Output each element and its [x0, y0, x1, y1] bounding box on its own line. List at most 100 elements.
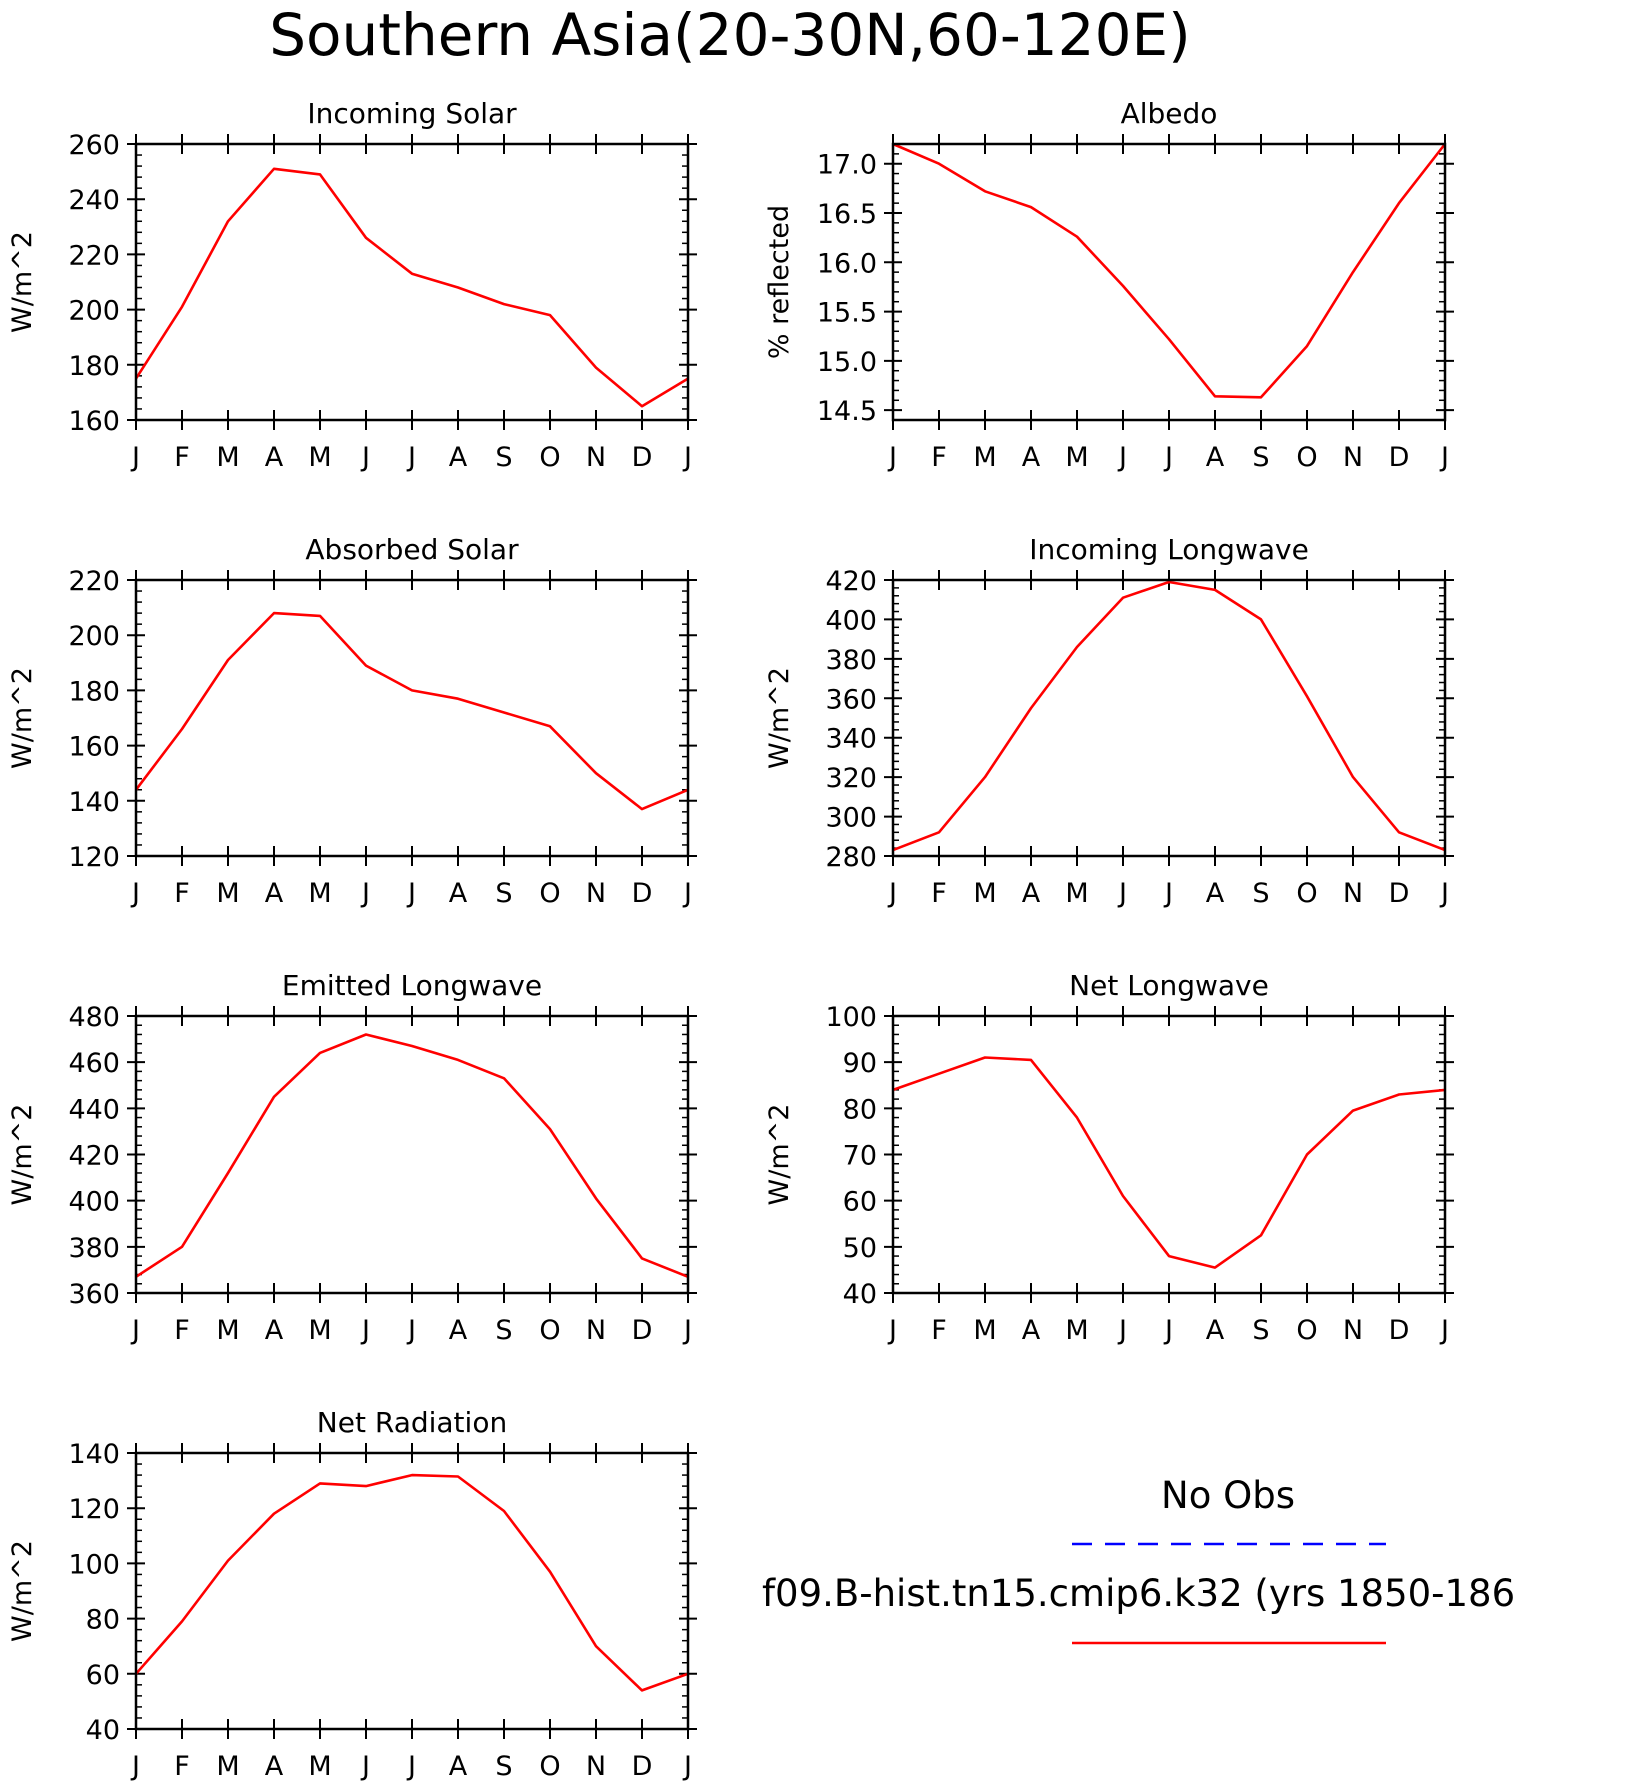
y-tick-label: 16.5	[817, 199, 877, 230]
x-tick-label: O	[539, 1751, 560, 1782]
y-tick-label: 50	[843, 1233, 877, 1264]
x-tick-label: J	[406, 878, 416, 909]
y-tick-label: 440	[68, 1094, 120, 1125]
x-tick-label: J	[130, 878, 140, 909]
y-tick-label: 380	[68, 1233, 120, 1264]
y-tick-label: 420	[68, 1141, 120, 1172]
x-tick-label: N	[1343, 442, 1363, 473]
x-tick-label: S	[495, 1751, 512, 1782]
y-tick-label: 340	[825, 724, 877, 755]
x-tick-label: N	[586, 1315, 606, 1346]
legend: No Obs f09.B-hist.tn15.cmip6.k32 (yrs 18…	[762, 1474, 1515, 1645]
x-tick-label: M	[216, 442, 239, 473]
y-tick-label: 180	[68, 676, 120, 707]
series-line	[134, 611, 689, 811]
y-axis-label: W/m^2	[7, 1540, 38, 1642]
x-tick-label: O	[539, 878, 560, 909]
x-tick-label: N	[586, 1751, 606, 1782]
x-tick-label: A	[265, 1751, 284, 1782]
x-tick-label: A	[449, 1751, 468, 1782]
x-tick-label: J	[1117, 1315, 1127, 1346]
x-tick-label: A	[265, 1315, 284, 1346]
x-tick-label: M	[308, 442, 331, 473]
y-tick-label: 380	[825, 645, 877, 676]
y-tick-label: 15.5	[817, 298, 877, 329]
y-tick-label: 420	[825, 566, 877, 597]
x-tick-label: O	[1296, 442, 1317, 473]
x-tick-label: A	[1206, 442, 1225, 473]
y-tick-label: 60	[86, 1660, 120, 1691]
y-tick-label: 360	[825, 684, 877, 715]
x-tick-label: J	[1117, 878, 1127, 909]
x-tick-label: S	[1252, 878, 1269, 909]
x-tick-label: D	[1389, 442, 1410, 473]
x-tick-label: F	[174, 1751, 190, 1782]
plot-frame	[134, 1451, 690, 1731]
y-tick-label: 400	[68, 1187, 120, 1218]
x-tick-label: M	[973, 442, 996, 473]
y-axis-label: W/m^2	[764, 1104, 795, 1206]
x-tick-label: J	[360, 1315, 370, 1346]
plot-frame	[134, 142, 690, 422]
y-tick-label: 120	[68, 842, 120, 873]
x-tick-label: J	[406, 1315, 416, 1346]
x-tick-label: M	[973, 878, 996, 909]
plot-frame	[891, 578, 1447, 858]
x-tick-label: N	[1343, 1315, 1363, 1346]
y-tick-label: 300	[825, 803, 877, 834]
plot-frame	[891, 1014, 1447, 1295]
y-tick-label: 14.5	[817, 396, 877, 427]
y-tick-label: 16.0	[817, 248, 877, 279]
x-tick-label: D	[1389, 878, 1410, 909]
x-tick-label: J	[1439, 878, 1449, 909]
y-tick-label: 70	[843, 1141, 877, 1172]
x-tick-label: D	[632, 1315, 653, 1346]
y-tick-label: 90	[843, 1048, 877, 1079]
x-tick-label: J	[887, 878, 897, 909]
x-tick-label: J	[130, 442, 140, 473]
y-tick-label: 160	[68, 732, 120, 763]
x-tick-label: J	[406, 1751, 416, 1782]
y-tick-label: 180	[68, 351, 120, 382]
x-tick-label: N	[1343, 878, 1363, 909]
x-tick-label: J	[1163, 878, 1173, 909]
y-axis-label: W/m^2	[7, 667, 38, 769]
x-tick-label: F	[931, 1315, 947, 1346]
panel-title: Net Longwave	[1069, 969, 1269, 1002]
y-tick-label: 320	[825, 763, 877, 794]
y-axis-label: % reflected	[764, 205, 795, 359]
panel-title: Emitted Longwave	[282, 969, 542, 1002]
x-tick-label: S	[495, 442, 512, 473]
y-tick-label: 460	[68, 1048, 120, 1079]
x-tick-label: A	[449, 442, 468, 473]
x-tick-label: O	[1296, 878, 1317, 909]
x-tick-label: J	[360, 442, 370, 473]
x-tick-label: N	[586, 878, 606, 909]
y-tick-label: 140	[68, 787, 120, 818]
x-tick-label: A	[1022, 442, 1041, 473]
plot-frame	[134, 578, 690, 858]
y-tick-label: 60	[843, 1187, 877, 1218]
x-tick-label: J	[130, 1315, 140, 1346]
x-tick-label: A	[1022, 878, 1041, 909]
x-tick-label: A	[265, 878, 284, 909]
x-tick-label: A	[1022, 1315, 1041, 1346]
y-tick-label: 160	[68, 406, 120, 437]
y-tick-label: 360	[68, 1279, 120, 1310]
plot-frame	[134, 1014, 690, 1295]
plot-frame	[891, 142, 1447, 422]
y-tick-label: 480	[68, 1002, 120, 1033]
x-tick-label: J	[887, 1315, 897, 1346]
x-tick-label: D	[632, 1751, 653, 1782]
y-tick-label: 140	[68, 1439, 120, 1470]
series-line	[892, 1056, 1446, 1269]
x-tick-label: F	[174, 442, 190, 473]
legend-obs-label: No Obs	[1161, 1474, 1295, 1517]
x-tick-label: M	[1065, 878, 1088, 909]
